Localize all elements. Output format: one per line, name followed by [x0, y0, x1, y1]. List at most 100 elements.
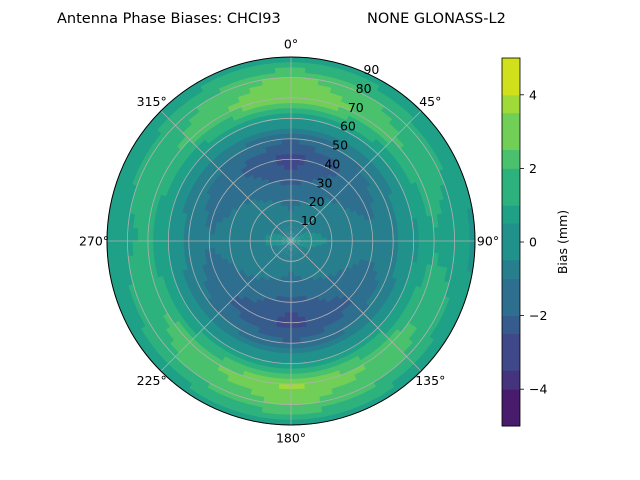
contour-cell	[280, 238, 287, 241]
contour-cell	[179, 301, 191, 316]
contour-cell	[453, 178, 465, 197]
contour-cell	[272, 255, 278, 261]
contour-cell	[267, 227, 274, 233]
contour-cell	[385, 122, 401, 137]
contour-cell	[185, 310, 198, 324]
contour-cell	[242, 413, 261, 423]
contour-cell	[382, 240, 389, 251]
contour-cell	[198, 123, 213, 136]
contour-cell	[200, 391, 219, 404]
contour-cell	[301, 113, 314, 121]
contour-cell	[167, 196, 176, 210]
contour-cell	[236, 329, 249, 339]
contour-cell	[271, 341, 283, 349]
contour-cell	[213, 125, 228, 137]
contour-cell	[423, 240, 430, 254]
contour-cell	[255, 310, 266, 319]
contour-cell	[184, 169, 196, 183]
contour-cell	[318, 131, 331, 141]
contour-cell	[307, 217, 314, 224]
contour-cell	[469, 223, 475, 242]
contour-cell	[357, 199, 366, 209]
contour-cell	[353, 309, 364, 320]
contour-cell	[197, 73, 217, 87]
contour-cell	[383, 194, 393, 207]
contour-cell	[234, 333, 247, 344]
contour-cell	[423, 228, 430, 242]
contour-cell	[139, 121, 155, 140]
theta-tick-label: 90°	[477, 234, 499, 249]
contour-cell	[373, 316, 386, 329]
contour-cell	[298, 246, 304, 252]
contour-cell	[340, 375, 357, 386]
contour-cell	[277, 97, 292, 104]
contour-cell	[310, 255, 317, 262]
contour-cell	[321, 240, 328, 245]
contour-cell	[389, 93, 407, 109]
contour-cell	[395, 335, 410, 351]
contour-cell	[151, 289, 162, 305]
contour-cell	[448, 268, 458, 286]
contour-cell	[366, 277, 375, 288]
contour-cell	[308, 264, 315, 271]
contour-cell	[274, 414, 292, 421]
contour-cell	[240, 165, 251, 175]
contour-cell	[152, 276, 162, 291]
contour-cell	[377, 207, 386, 218]
contour-cell	[365, 395, 385, 409]
contour-cell	[203, 247, 211, 257]
contour-cell	[281, 138, 292, 145]
contour-cell	[378, 357, 394, 372]
contour-cell	[305, 215, 312, 222]
contour-cell	[254, 104, 269, 113]
contour-cell	[277, 252, 283, 259]
contour-cell	[363, 338, 378, 351]
contour-cell	[246, 356, 260, 365]
contour-cell	[202, 279, 212, 291]
contour-cell	[369, 254, 378, 265]
contour-cell	[423, 160, 436, 177]
contour-cell	[218, 110, 234, 122]
contour-cell	[271, 277, 278, 285]
contour-cell	[267, 319, 278, 328]
r-tick-label: 80	[356, 81, 372, 96]
contour-cell	[421, 216, 429, 231]
contour-cell	[351, 67, 370, 80]
contour-cell	[270, 215, 277, 222]
contour-cell	[388, 181, 399, 195]
contour-cell	[290, 163, 299, 170]
contour-cell	[359, 116, 374, 129]
contour-cell	[290, 138, 301, 145]
contour-cell	[107, 240, 113, 259]
contour-cell	[314, 249, 321, 255]
contour-cell	[157, 152, 171, 168]
contour-cell	[277, 190, 284, 197]
contour-cell	[279, 363, 292, 370]
contour-cell	[320, 302, 330, 312]
r-tick-label: 20	[309, 194, 325, 209]
contour-cell	[423, 305, 436, 322]
contour-cell	[234, 389, 251, 400]
contour-cell	[318, 74, 336, 84]
contour-cell	[294, 255, 299, 262]
contour-cell	[378, 175, 390, 188]
contour-cell	[458, 270, 468, 289]
contour-cell	[298, 285, 305, 292]
contour-cell	[129, 267, 139, 285]
contour-cell	[304, 232, 311, 236]
contour-cell	[262, 251, 269, 257]
colorbar-tick-label: −4	[529, 382, 547, 397]
contour-cell	[184, 299, 196, 313]
contour-cell	[433, 227, 440, 242]
contour-cell	[147, 277, 157, 293]
contour-cell	[141, 173, 153, 190]
contour-cell	[214, 144, 227, 156]
contour-cell	[330, 347, 344, 357]
contour-cell	[378, 110, 394, 125]
contour-cell	[237, 92, 254, 102]
contour-cell	[272, 230, 278, 235]
contour-cell	[320, 153, 331, 163]
contour-cell	[161, 155, 175, 171]
contour-cell	[296, 311, 305, 318]
contour-cell	[294, 226, 298, 232]
